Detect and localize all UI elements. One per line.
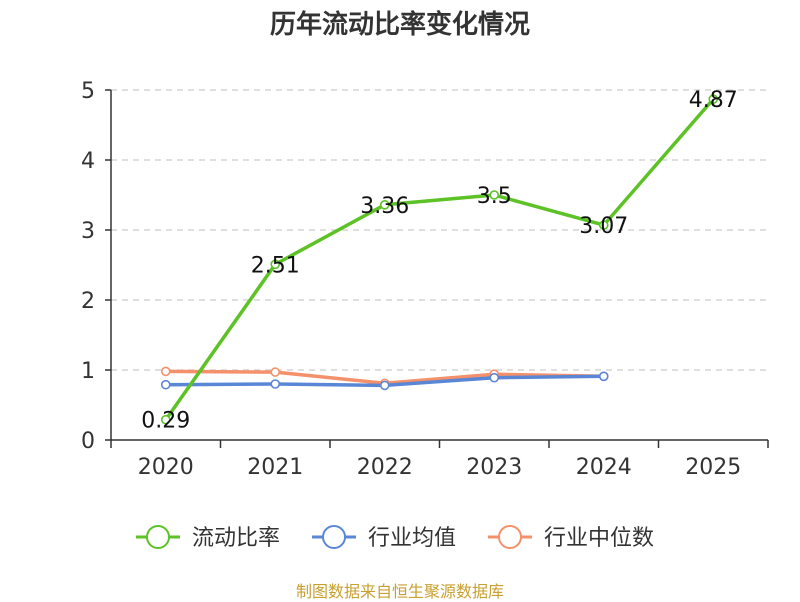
data-point-2-2020 <box>160 366 171 377</box>
y-tick-label-3: 3 <box>81 219 95 244</box>
series-lines <box>164 97 715 421</box>
data-point-1-2024 <box>598 371 609 382</box>
y-tick-label-0: 0 <box>81 429 95 454</box>
x-tick-label-2024: 2024 <box>576 455 632 480</box>
legend-label-2: 行业中位数 <box>544 526 654 551</box>
data-labels: 0.29 2.51 3.36 3.5 3.07 4.87 <box>141 88 737 434</box>
data-label-2023: 3.5 <box>477 184 512 209</box>
x-tick-label-2022: 2022 <box>357 455 413 480</box>
data-point-1-2022 <box>379 380 390 391</box>
x-tick-label-2025: 2025 <box>685 455 741 480</box>
legend-marker-0 <box>146 525 170 549</box>
source-note: 制图数据来自恒生聚源数据库 <box>295 582 504 601</box>
y-tick-label-5: 5 <box>81 79 95 104</box>
x-tick-label-2021: 2021 <box>247 455 303 480</box>
y-tick-label-2: 2 <box>81 289 95 314</box>
data-point-0-2025 <box>708 94 719 104</box>
data-label-2021: 2.51 <box>251 253 300 278</box>
y-tick-label-4: 4 <box>81 149 95 174</box>
data-label-2024: 3.07 <box>579 214 628 239</box>
data-point-1-2020 <box>160 379 171 390</box>
data-point-1-2021 <box>270 379 281 389</box>
data-label-2025: 4.87 <box>689 88 738 113</box>
data-label-2022: 3.36 <box>360 194 409 219</box>
data-point-0-2022 <box>379 200 390 210</box>
legend-label-1: 行业均值 <box>368 526 456 551</box>
data-point-0-2020 <box>160 414 171 425</box>
legend-label-0: 流动比率 <box>192 526 280 551</box>
series-line-0 <box>164 97 715 421</box>
data-label-2020: 0.29 <box>141 409 190 434</box>
x-tick-label-2023: 2023 <box>466 455 522 480</box>
axes: 0 1 2 3 4 5 2020 2021 2022 2023 2024 2025 <box>81 79 769 480</box>
data-point-0-2024 <box>598 220 609 230</box>
grid-lines <box>111 89 768 371</box>
chart-title: 历年流动比率变化情况 <box>269 10 530 40</box>
data-point-0-2021 <box>270 259 281 270</box>
legend-marker-1 <box>322 525 346 549</box>
data-point-0-2023 <box>489 190 500 200</box>
x-tick-label-2020: 2020 <box>138 455 194 480</box>
data-point-1-2023 <box>489 372 500 383</box>
legend-marker-2 <box>498 525 522 549</box>
series-points <box>160 94 719 425</box>
y-tick-label-1: 1 <box>81 359 95 384</box>
legend: 流动比率 行业均值 行业中位数 <box>136 525 654 551</box>
data-point-2-2021 <box>270 367 281 377</box>
